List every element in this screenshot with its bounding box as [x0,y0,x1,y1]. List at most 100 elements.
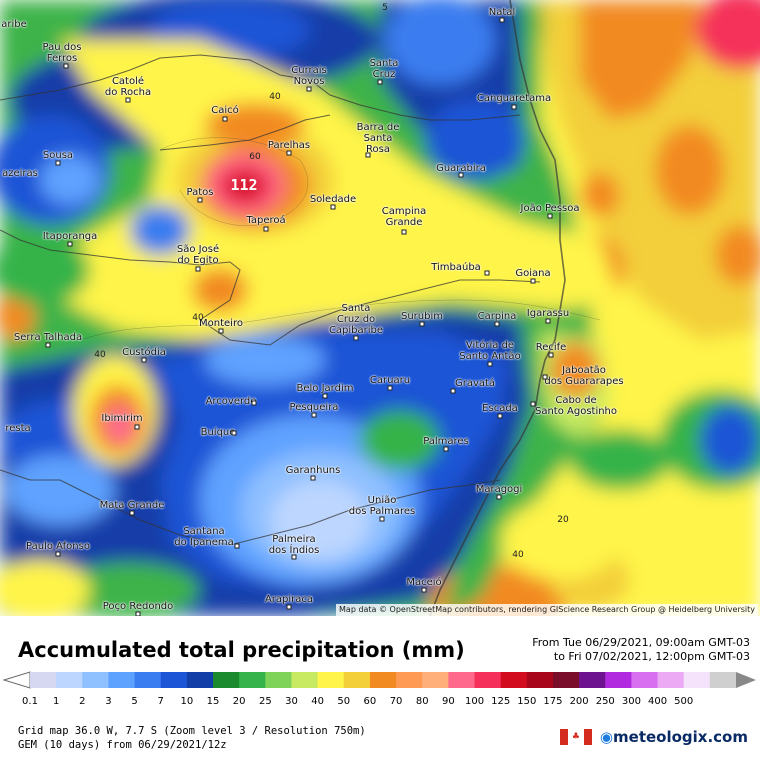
city-label: resta [5,423,31,434]
city-label: Mata Grande [99,500,165,511]
city-marker[interactable] [484,270,490,276]
meteologix-logo[interactable]: ◉meteologix.com [599,728,748,746]
city-marker[interactable] [545,318,551,324]
legend-max-arrow [736,672,756,688]
city-marker[interactable] [218,328,224,334]
time-range-to: to Fri 07/02/2021, 12:00pm GMT-03 [553,650,750,663]
city-label: Maragogi [475,484,523,495]
city-label: Ibimirim [101,413,143,424]
city-marker[interactable] [125,97,131,103]
city-marker[interactable] [197,197,203,203]
city-marker[interactable] [67,241,73,247]
max-value-label: 112 [230,176,258,194]
city-label: Paulo Afonso [26,541,90,552]
city-marker[interactable] [458,172,464,178]
legend-swatch [526,672,554,688]
city-marker[interactable] [379,516,385,522]
city-marker[interactable] [311,412,317,418]
city-marker[interactable] [310,475,316,481]
city-label: Arapiraca [264,594,314,605]
legend-tick-label: 5 [131,696,138,707]
legend-swatch [579,672,606,688]
city-marker[interactable] [322,393,328,399]
legend-swatch [56,672,83,688]
city-marker[interactable] [487,361,493,367]
city-label: Cabo de Santo Agostinho [534,395,618,417]
city-label: Carpina [477,311,517,322]
city-marker[interactable] [530,401,536,407]
legend-tick-label: 500 [674,696,694,707]
city-marker[interactable] [548,352,554,358]
city-label: Jaboatão dos Guararapes [544,365,624,387]
city-marker[interactable] [497,413,503,419]
city-marker[interactable] [511,104,517,110]
city-marker[interactable] [377,79,383,85]
city-marker[interactable] [443,446,449,452]
city-marker[interactable] [365,152,371,158]
city-label: Natal [488,7,516,18]
legend-swatch [683,672,711,688]
city-marker[interactable] [55,160,61,166]
city-marker[interactable] [401,229,407,235]
city-label: Belo Jardim [296,383,354,394]
contour-value-label: 40 [512,550,524,560]
city-label: Monteiro [199,318,243,329]
city-label: Catolé do Rocha [104,76,152,98]
city-marker[interactable] [330,204,336,210]
city-marker[interactable] [421,587,427,593]
city-marker[interactable] [306,86,312,92]
legend-tick-label: 40 [311,696,324,707]
legend-swatch [108,672,136,688]
city-label: São José do Egito [176,244,220,266]
contour-value-label: 60 [249,152,261,162]
legend-tick-label: 90 [441,696,455,707]
legend-swatch [422,672,449,688]
city-marker[interactable] [450,388,456,394]
city-marker[interactable] [251,400,257,406]
city-label: Buíque [200,427,236,438]
city-marker[interactable] [286,150,292,156]
city-marker[interactable] [353,335,359,341]
city-marker[interactable] [286,604,292,610]
model-info-line: GEM (10 days) from 06/29/2021/12z [18,739,227,751]
city-marker[interactable] [499,17,505,23]
legend-tick-label: 30 [285,696,298,707]
city-marker[interactable] [496,494,502,500]
city-marker[interactable] [387,385,393,391]
city-marker[interactable] [134,424,140,430]
legend-swatch [134,672,162,688]
city-marker[interactable] [419,321,425,327]
city-marker[interactable] [55,551,61,557]
precipitation-map[interactable] [0,0,760,616]
legend-tick-label: 20 [232,696,246,707]
city-marker[interactable] [141,357,147,363]
city-marker[interactable] [234,543,240,549]
city-label: Taperoá [246,215,286,226]
legend-swatch [448,672,476,688]
brand-block[interactable]: ♣ ◉meteologix.com [559,728,748,746]
city-marker[interactable] [222,116,228,122]
city-marker[interactable] [291,554,297,560]
legend-tick-label: 7 [157,696,164,707]
city-marker[interactable] [63,63,69,69]
city-marker[interactable] [195,266,201,272]
legend-min-arrow [2,671,31,689]
city-label: Santa Cruz [369,58,399,80]
chart-title: Accumulated total precipitation (mm) [18,638,465,662]
city-marker[interactable] [263,226,269,232]
city-marker[interactable] [231,430,237,436]
legend-tick-label: 200 [569,696,589,707]
city-label: Recife [535,342,567,353]
city-marker[interactable] [547,213,553,219]
city-label: Sousa [42,150,74,161]
city-marker[interactable] [542,374,548,380]
city-marker[interactable] [494,321,500,327]
city-marker[interactable] [129,510,135,516]
legend-tick-label: 150 [517,696,537,707]
city-marker[interactable] [530,278,536,284]
legend-tick-label: 300 [621,696,641,707]
city-marker[interactable] [45,342,51,348]
city-label: Canguaretama [476,93,552,104]
legend-swatch [631,672,659,688]
city-label: Santa Cruz do Capibaribe [328,303,384,336]
